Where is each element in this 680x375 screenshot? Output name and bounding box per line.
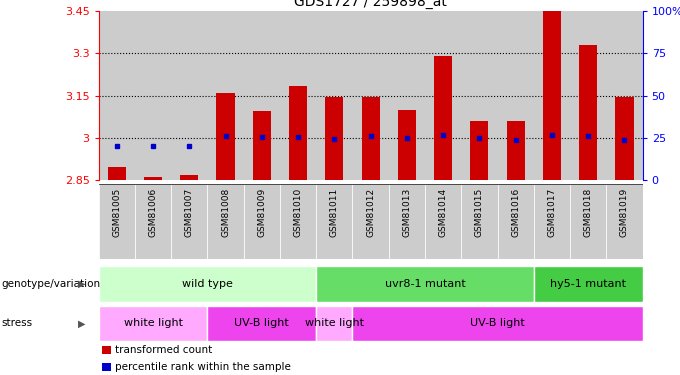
Text: UV-B light: UV-B light (470, 318, 525, 328)
Bar (434, 56, 452, 180)
Bar (352, 11, 389, 180)
Bar (534, 11, 570, 180)
Bar (280, 184, 316, 259)
Bar (425, 184, 461, 259)
Bar (135, 184, 171, 259)
Bar (461, 11, 498, 180)
Bar (171, 11, 207, 180)
Bar (316, 306, 352, 341)
Text: GSM81006: GSM81006 (148, 188, 158, 237)
Text: GSM81007: GSM81007 (185, 188, 194, 237)
Bar (207, 11, 243, 180)
Text: GSM81011: GSM81011 (330, 188, 339, 237)
Bar (461, 184, 498, 259)
Bar (99, 306, 207, 341)
Bar (498, 184, 534, 259)
Bar (180, 175, 199, 180)
Text: GSM81010: GSM81010 (294, 188, 303, 237)
Bar (398, 110, 416, 180)
Bar (325, 97, 343, 180)
Bar (99, 11, 135, 180)
Bar (570, 11, 607, 180)
Text: GSM81019: GSM81019 (620, 188, 629, 237)
Bar (243, 184, 280, 259)
Bar (316, 266, 534, 302)
Bar (253, 111, 271, 180)
Bar (498, 11, 534, 180)
Bar (144, 177, 162, 180)
Bar (316, 184, 352, 259)
Bar (570, 184, 607, 259)
Text: GSM81012: GSM81012 (366, 188, 375, 237)
Text: GSM81009: GSM81009 (257, 188, 267, 237)
Text: uvr8-1 mutant: uvr8-1 mutant (385, 279, 465, 289)
Text: ▶: ▶ (78, 279, 86, 289)
Bar (352, 184, 389, 259)
Bar (352, 306, 643, 341)
Text: stress: stress (1, 318, 33, 328)
Text: ▶: ▶ (78, 318, 86, 328)
Bar (389, 184, 425, 259)
Bar (471, 121, 488, 180)
Text: transformed count: transformed count (115, 345, 212, 355)
Title: GDS1727 / 259898_at: GDS1727 / 259898_at (294, 0, 447, 9)
Bar (607, 184, 643, 259)
Bar (207, 306, 316, 341)
Text: GSM81015: GSM81015 (475, 188, 484, 237)
Bar (607, 11, 643, 180)
Bar (579, 45, 597, 180)
Bar (171, 184, 207, 259)
Bar (534, 184, 570, 259)
Text: genotype/variation: genotype/variation (1, 279, 101, 289)
Bar (107, 167, 126, 180)
Bar (362, 97, 379, 180)
Text: GSM81018: GSM81018 (583, 188, 593, 237)
Bar (615, 97, 634, 180)
Text: GSM81016: GSM81016 (511, 188, 520, 237)
Bar (99, 184, 135, 259)
Bar (425, 11, 461, 180)
Text: UV-B light: UV-B light (235, 318, 289, 328)
Bar (289, 86, 307, 180)
Text: hy5-1 mutant: hy5-1 mutant (550, 279, 626, 289)
Bar (243, 11, 280, 180)
Bar (534, 266, 643, 302)
Text: white light: white light (305, 318, 364, 328)
Text: GSM81017: GSM81017 (547, 188, 556, 237)
Bar (316, 11, 352, 180)
Bar (543, 11, 561, 180)
Text: GSM81014: GSM81014 (439, 188, 447, 237)
Bar (99, 266, 316, 302)
Text: GSM81013: GSM81013 (403, 188, 411, 237)
Bar (389, 11, 425, 180)
Bar (101, 363, 111, 370)
Bar (280, 11, 316, 180)
Text: white light: white light (124, 318, 182, 328)
Text: GSM81008: GSM81008 (221, 188, 230, 237)
Bar (207, 184, 243, 259)
Text: percentile rank within the sample: percentile rank within the sample (115, 362, 291, 372)
Text: wild type: wild type (182, 279, 233, 289)
Bar (216, 93, 235, 180)
Bar (507, 121, 525, 180)
Bar (101, 346, 111, 354)
Text: GSM81005: GSM81005 (112, 188, 121, 237)
Bar (135, 11, 171, 180)
